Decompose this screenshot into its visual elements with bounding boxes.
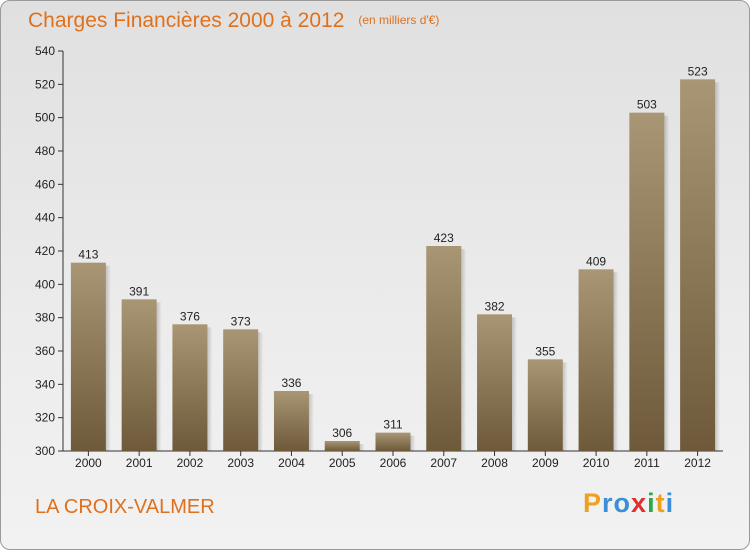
x-tick-label: 2003: [227, 456, 254, 470]
chart-title-text: Charges Financières 2000 à 2012: [28, 9, 345, 32]
x-tick-label: 2007: [430, 456, 457, 470]
bar-value-label: 503: [637, 98, 657, 112]
bar-shadow: [512, 317, 518, 451]
logo-letter: i: [647, 488, 656, 518]
bar: [172, 324, 208, 451]
bar: [629, 112, 665, 452]
y-tick-label: 420: [35, 244, 55, 258]
bar-shadow: [359, 444, 365, 451]
x-tick-label: 2005: [329, 456, 356, 470]
bar: [70, 262, 106, 451]
bar-value-label: 373: [231, 314, 251, 328]
x-tick-label: 2012: [684, 456, 711, 470]
bar-shadow: [308, 394, 314, 451]
bar-value-label: 376: [180, 309, 200, 323]
y-tick-label: 500: [35, 111, 55, 125]
logo-letter: o: [613, 488, 632, 518]
bar: [121, 299, 157, 451]
bar-shadow: [562, 362, 568, 451]
bar-value-label: 409: [586, 254, 606, 268]
bar: [223, 329, 259, 451]
bar-shadow: [613, 272, 619, 451]
proxiti-logo: Proxiti: [583, 488, 674, 519]
bar-value-label: 413: [78, 248, 98, 262]
x-tick-label: 2011: [634, 456, 660, 470]
x-tick-label: 2010: [583, 456, 610, 470]
x-tick-label: 2009: [532, 456, 559, 470]
logo-letter: t: [655, 488, 666, 518]
bar: [578, 269, 614, 451]
bar: [426, 246, 462, 451]
y-tick-label: 300: [35, 444, 55, 458]
bar-value-label: 336: [281, 376, 301, 390]
x-tick-label: 2004: [278, 456, 305, 470]
y-tick-label: 380: [35, 311, 55, 325]
logo-letter: P: [583, 488, 603, 518]
bar-value-label: 311: [383, 418, 402, 432]
y-tick-label: 340: [35, 377, 55, 391]
bar: [273, 391, 309, 451]
x-tick-label: 2000: [75, 456, 102, 470]
bar-shadow: [156, 302, 162, 451]
bar: [324, 441, 360, 451]
x-tick-label: 2006: [380, 456, 407, 470]
x-tick-label: 2002: [177, 456, 204, 470]
logo-letter: r: [602, 488, 614, 518]
bar-shadow: [410, 435, 416, 451]
bar-value-label: 391: [129, 284, 149, 298]
bar: [680, 79, 716, 451]
bar-shadow: [105, 265, 111, 451]
x-tick-label: 2008: [481, 456, 508, 470]
y-tick-label: 540: [35, 44, 55, 58]
bar-shadow: [664, 115, 670, 452]
chart-subtitle: (en milliers d'€): [358, 13, 440, 27]
bar-value-label: 355: [535, 344, 555, 358]
bar-value-label: 523: [688, 64, 708, 78]
logo-letter: i: [665, 488, 675, 518]
bar: [527, 359, 563, 451]
bar-value-label: 306: [332, 426, 352, 440]
y-tick-label: 480: [35, 144, 55, 158]
chart-title: Charges Financières 2000 à 2012 (en milli…: [28, 9, 439, 33]
y-tick-label: 460: [35, 177, 55, 191]
bar-value-label: 423: [434, 231, 454, 245]
bar: [375, 432, 411, 451]
x-tick-label: 2001: [126, 456, 153, 470]
y-tick-label: 400: [35, 277, 55, 291]
y-tick-label: 320: [35, 411, 55, 425]
town-name: LA CROIX-VALMER: [35, 496, 215, 518]
bar-shadow: [207, 327, 213, 451]
bar-value-label: 382: [485, 299, 505, 313]
y-tick-label: 520: [35, 77, 55, 91]
bar: [477, 314, 513, 451]
y-tick-label: 360: [35, 344, 55, 358]
logo-letter: x: [631, 488, 648, 518]
bar-shadow: [715, 82, 721, 451]
bar-shadow: [461, 249, 467, 451]
bar-shadow: [258, 332, 264, 451]
y-tick-label: 440: [35, 211, 55, 225]
